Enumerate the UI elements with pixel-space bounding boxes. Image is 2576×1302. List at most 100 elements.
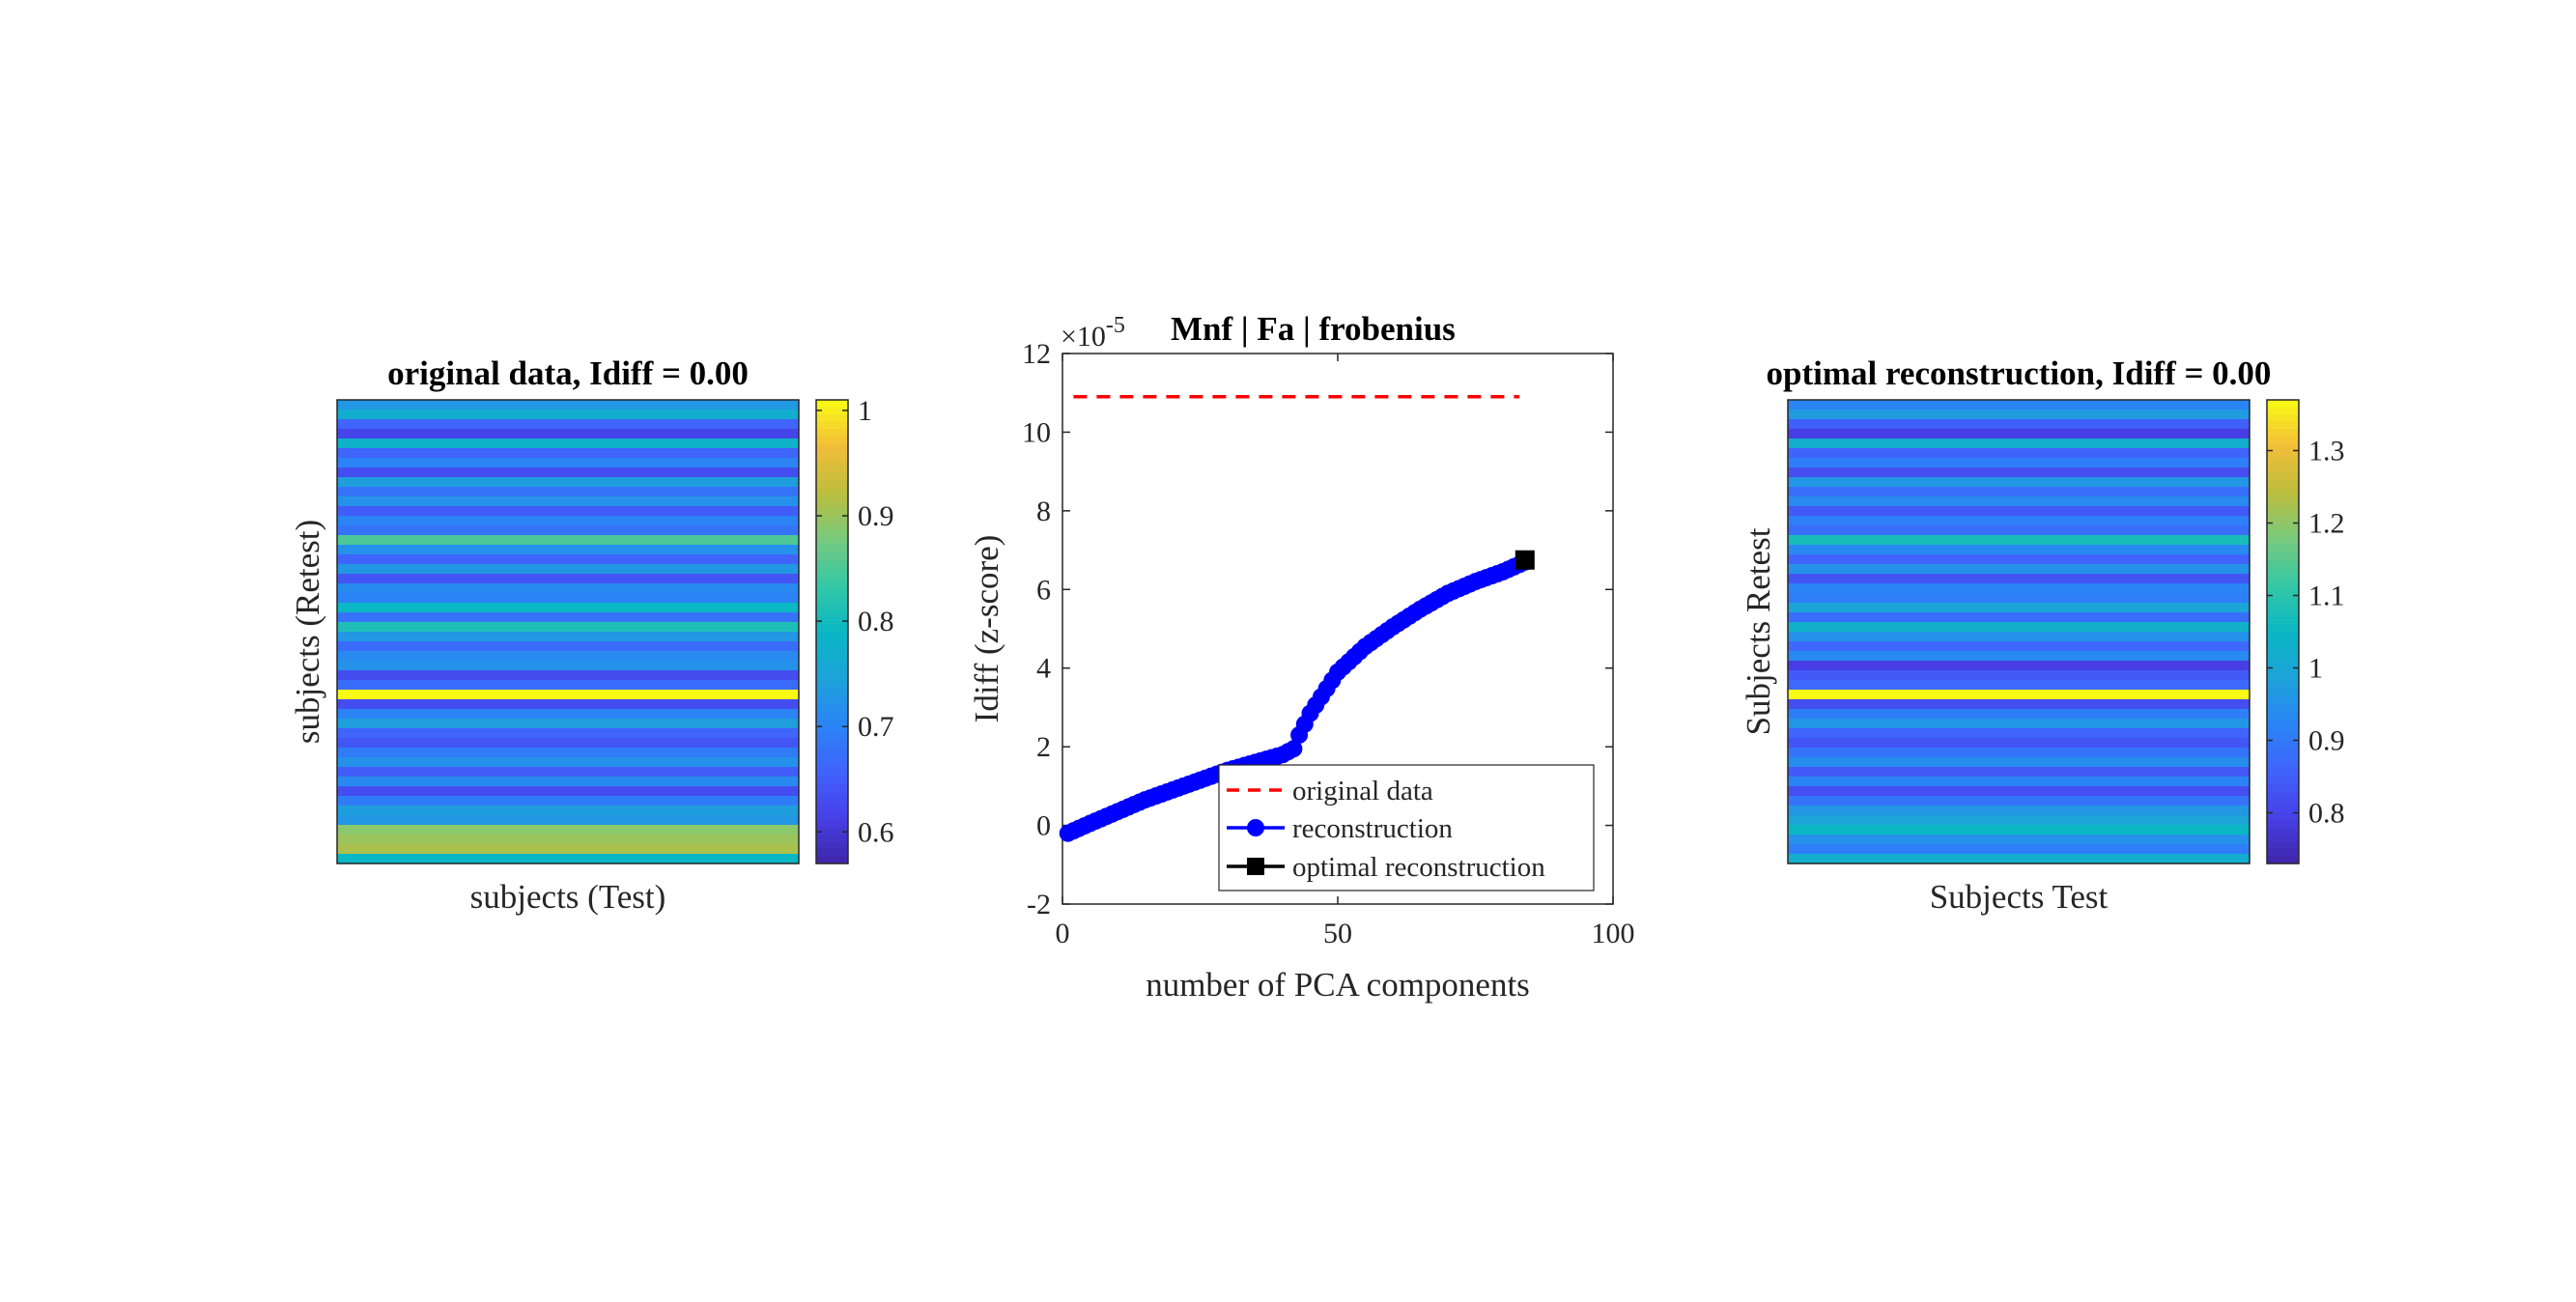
heatmap-original-colorbar-step (816, 479, 848, 488)
heatmap-optimal-colorbar-tick-label: 1 (2308, 653, 2323, 685)
heatmap-original-colorbar-step (816, 465, 848, 473)
heatmap-original-colorbar-step (816, 798, 848, 807)
heatmap-optimal-colorbar-step (2267, 696, 2299, 705)
heatmap-optimal-colorbar-step (2267, 667, 2299, 676)
heatmap-original-row (337, 429, 799, 439)
heatmap-optimal-row (1788, 767, 2250, 778)
heatmap-original-colorbar-step (816, 661, 848, 669)
heatmap-optimal-row (1788, 506, 2250, 517)
x-tick-label: 0 (1056, 918, 1070, 949)
heatmap-optimal-row (1788, 815, 2250, 826)
heatmap-original-colorbar-step (816, 501, 848, 510)
x-tick-label: 50 (1323, 918, 1352, 949)
heatmap-optimal-colorbar-step (2267, 429, 2299, 438)
heatmap-original-colorbar-step (816, 725, 848, 734)
heatmap-optimal-colorbar-step (2267, 400, 2299, 409)
heatmap-optimal-row (1788, 554, 2250, 565)
heatmap-optimal-row (1788, 709, 2250, 720)
heatmap-original-colorbar-step (816, 835, 848, 843)
heatmap-original-row (337, 690, 799, 700)
heatmap-optimal-row (1788, 535, 2250, 546)
heatmap-original-ylabel: subjects (Retest) (289, 520, 326, 744)
heatmap-optimal-colorbar-tick-label: 1.3 (2308, 436, 2345, 467)
heatmap-original-colorbar-step (816, 653, 848, 662)
line-chart-ylabel: Idiff (z-score) (968, 535, 1005, 723)
heatmap-optimal-colorbar-step (2267, 638, 2299, 647)
heatmap-original-colorbar-step (816, 791, 848, 800)
heatmap-original-colorbar-tick-label: 0.8 (858, 606, 894, 637)
colorbar-optimal-ticks: 0.8 0.9 1 1.1 1.2 1.3 (2267, 436, 2345, 830)
legend-marker-optimal (1247, 858, 1264, 875)
heatmap-original-row (337, 458, 799, 468)
heatmap-optimal-row (1788, 825, 2250, 835)
heatmap-original-row (337, 632, 799, 642)
heatmap-original-row (337, 806, 799, 816)
heatmap-optimal-colorbar-tick-label: 0.8 (2308, 798, 2345, 830)
heatmap-optimal-colorbar-step (2267, 841, 2299, 850)
heatmap-optimal-row (1788, 400, 2250, 410)
heatmap-optimal-row (1788, 516, 2250, 526)
heatmap-original-colorbar-step (816, 711, 848, 720)
heatmap-original-colorbar-step (816, 588, 848, 597)
heatmap-original-panel: original data, Idiff = 0.00 subjects (Te… (289, 354, 894, 916)
heatmap-original-colorbar-step (816, 783, 848, 792)
heatmap-optimal-colorbar-step (2267, 574, 2299, 582)
heatmap-optimal-row (1788, 477, 2250, 488)
heatmap-optimal-colorbar-step (2267, 754, 2299, 763)
heatmap-original-colorbar-step (816, 748, 848, 756)
x-tick-label: 100 (1592, 918, 1635, 949)
heatmap-original-colorbar-step (816, 827, 848, 835)
colorbar-original-gradient (816, 400, 848, 864)
heatmap-optimal-row (1788, 680, 2250, 691)
heatmap-original-colorbar-step (816, 407, 848, 415)
heatmap-original-colorbar-step (816, 552, 848, 560)
y-tick-label: 2 (1036, 731, 1051, 763)
heatmap-original-colorbar-step (816, 690, 848, 698)
heatmap-optimal-colorbar-step (2267, 545, 2299, 553)
heatmap-original-row (337, 400, 799, 410)
heatmap-optimal-row (1788, 593, 2250, 604)
heatmap-original-row (337, 467, 799, 478)
heatmap-original-row (337, 593, 799, 604)
heatmap-original-rows (337, 400, 799, 864)
heatmap-optimal-row (1788, 690, 2250, 700)
heatmap-original-row (337, 554, 799, 565)
heatmap-optimal-row (1788, 429, 2250, 439)
heatmap-original-row (337, 680, 799, 691)
heatmap-optimal-colorbar-step (2267, 465, 2299, 473)
heatmap-original-colorbar-step (816, 472, 848, 481)
y-tick-label: 12 (1022, 338, 1051, 370)
heatmap-optimal-row (1788, 419, 2250, 430)
heatmap-optimal-row (1788, 612, 2250, 623)
y-tick-label: 4 (1036, 653, 1051, 685)
heatmap-original-row (337, 583, 799, 594)
heatmap-optimal-colorbar-step (2267, 704, 2299, 713)
heatmap-optimal-colorbar-step (2267, 487, 2299, 495)
heatmap-original-colorbar-step (816, 494, 848, 502)
heatmap-original-colorbar-step (816, 638, 848, 647)
heatmap-optimal-title: optimal reconstruction, Idiff = 0.00 (1767, 354, 2272, 392)
heatmap-original-colorbar-step (816, 508, 848, 517)
heatmap-optimal-row (1788, 410, 2250, 420)
legend-label-original: original data (1292, 776, 1433, 807)
heatmap-original-colorbar-step (816, 458, 848, 467)
heatmap-optimal-row (1788, 545, 2250, 555)
heatmap-original-colorbar-step (816, 421, 848, 430)
heatmap-optimal-colorbar-step (2267, 835, 2299, 843)
heatmap-optimal-colorbar-step (2267, 523, 2299, 531)
heatmap-original-row (337, 525, 799, 536)
heatmap-original-colorbar-step (816, 537, 848, 546)
heatmap-original-row (337, 854, 799, 864)
heatmap-optimal-colorbar-step (2267, 748, 2299, 756)
heatmap-optimal-row (1788, 583, 2250, 594)
heatmap-original-colorbar-step (816, 841, 848, 850)
heatmap-optimal-colorbar-step (2267, 653, 2299, 662)
heatmap-original-colorbar-step (816, 414, 848, 423)
heatmap-original-colorbar-tick-label: 1 (858, 395, 872, 427)
heatmap-optimal-colorbar-step (2267, 443, 2299, 452)
heatmap-optimal-colorbar-step (2267, 566, 2299, 575)
heatmap-original-row (337, 496, 799, 507)
heatmap-original-row (337, 699, 799, 710)
heatmap-optimal-row (1788, 467, 2250, 478)
heatmap-original-colorbar-step (816, 530, 848, 539)
